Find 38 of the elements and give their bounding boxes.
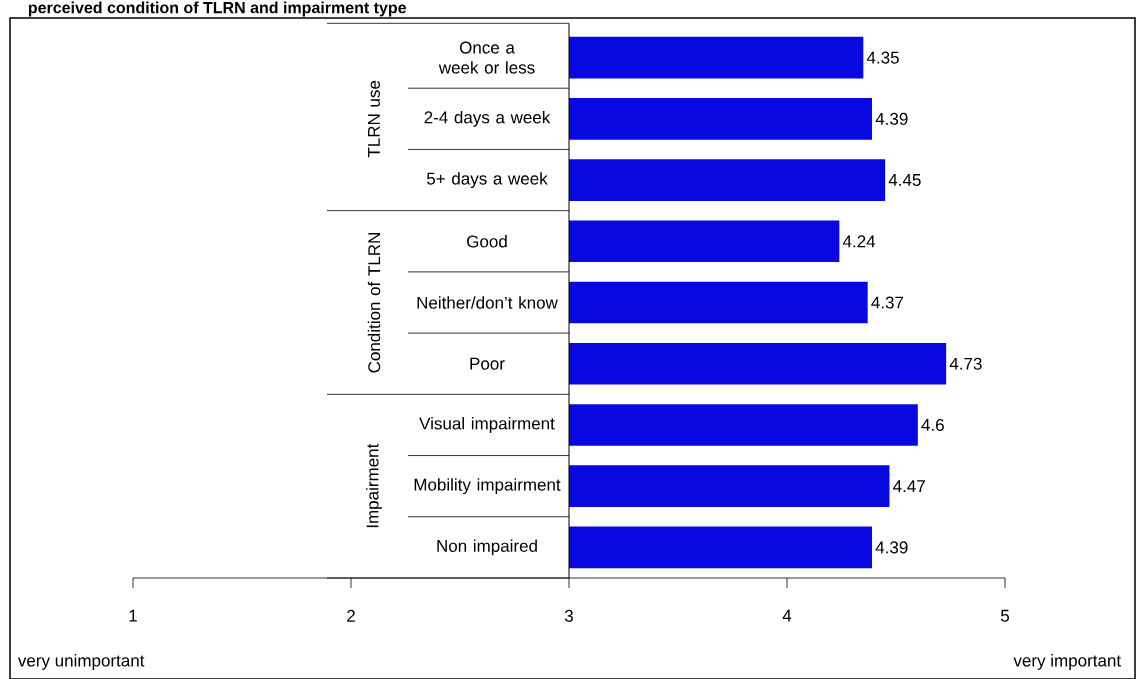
y-tick-label: Neither/don’t know [417,296,558,309]
data-label: 4.39 [875,541,908,554]
data-label: 4.39 [875,112,908,125]
y-tick-label: Non impaired [437,539,537,556]
bar [569,98,873,140]
data-label: 4.35 [866,51,899,64]
data-label: 4.37 [871,296,904,309]
x-tick-label: 5 [1000,609,1010,622]
data-label: 4.6 [921,418,944,431]
data-label: 4.73 [949,357,982,370]
y-tick-label: 5+ days a week [426,172,548,188]
bar [569,36,864,79]
text: very important [1013,654,1121,670]
bar [569,342,947,385]
annotation: Impairment [366,443,382,528]
data-label: 4.45 [888,174,921,186]
bar [569,281,868,324]
x-tick-label: 4 [782,609,792,622]
x-tick-label: 1 [129,609,137,622]
bar [569,526,873,569]
x-tick-label: 2 [347,609,355,622]
x-tick-label: 3 [564,609,573,622]
data-label: 4.24 [842,235,876,248]
chart-title: perceived condition of TLRN and impairment type [28,1,407,17]
y-tick-label: Visual impairment [419,417,555,433]
y-tick-label: Mobility impairment [414,478,561,495]
bar [569,159,886,201]
bar [569,465,890,507]
y-tick-label: Good [467,235,507,248]
data-label: 4.47 [893,480,925,493]
annotation: TLRN use [368,80,380,158]
bar [569,404,918,446]
y-tick-label: 2-4 days a week [424,110,551,127]
text: very unimportant [17,654,145,670]
y-tick-label: Once a week or less [438,41,535,74]
y-tick-label: Poor [470,357,505,370]
annotation: Condition of TLRN [367,233,381,373]
bar [569,220,840,263]
